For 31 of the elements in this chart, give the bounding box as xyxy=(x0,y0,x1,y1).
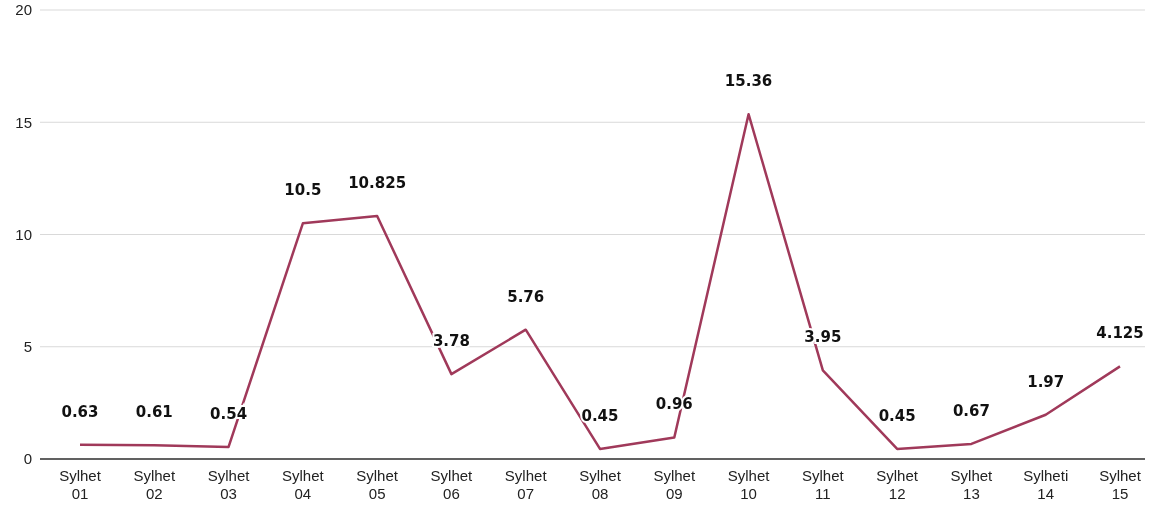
x-tick-label: Sylhet 09 xyxy=(653,467,696,502)
data-label: 0.67 xyxy=(952,401,990,420)
x-tick-label: Sylhet 03 xyxy=(207,467,251,502)
data-label: 5.76 xyxy=(507,287,545,306)
y-tick-label: 0 xyxy=(23,450,32,468)
data-label: 15.36 xyxy=(724,72,773,91)
data-label: 4.125 xyxy=(1096,324,1144,343)
x-tick-label: Sylhet 08 xyxy=(579,467,622,502)
y-tick-label: 10 xyxy=(15,225,32,243)
x-tick-label: Sylhet 02 xyxy=(133,467,176,502)
y-tick-label: 5 xyxy=(23,338,32,356)
data-label: 0.45 xyxy=(878,406,916,425)
x-tick-label: Sylhet 05 xyxy=(356,467,399,502)
y-tick-label: 15 xyxy=(15,113,32,131)
x-tick-label: Sylhet 11 xyxy=(802,467,845,502)
y-tick-label: 20 xyxy=(15,1,32,19)
data-label: 0.61 xyxy=(135,403,173,422)
x-tick-label: Sylhet 04 xyxy=(282,467,325,502)
x-tick-label: Sylhet 01 xyxy=(59,467,102,502)
x-tick-label: Sylhet 15 xyxy=(1099,467,1142,502)
data-label: 0.45 xyxy=(581,406,619,425)
data-label: 1.97 xyxy=(1027,372,1065,391)
x-tick-label: Sylhet 10 xyxy=(727,467,771,502)
x-tick-label: Sylhet 12 xyxy=(876,467,919,502)
data-label: 0.63 xyxy=(61,402,99,421)
x-tick-label: Sylhet 06 xyxy=(430,467,474,502)
x-tick-label: Sylhet 07 xyxy=(504,467,548,502)
data-label: 10.5 xyxy=(284,181,322,200)
data-label: 10.825 xyxy=(348,173,407,192)
x-tick-label: Sylheti 14 xyxy=(1023,467,1069,502)
x-tick-label: Sylhet 13 xyxy=(950,467,994,502)
